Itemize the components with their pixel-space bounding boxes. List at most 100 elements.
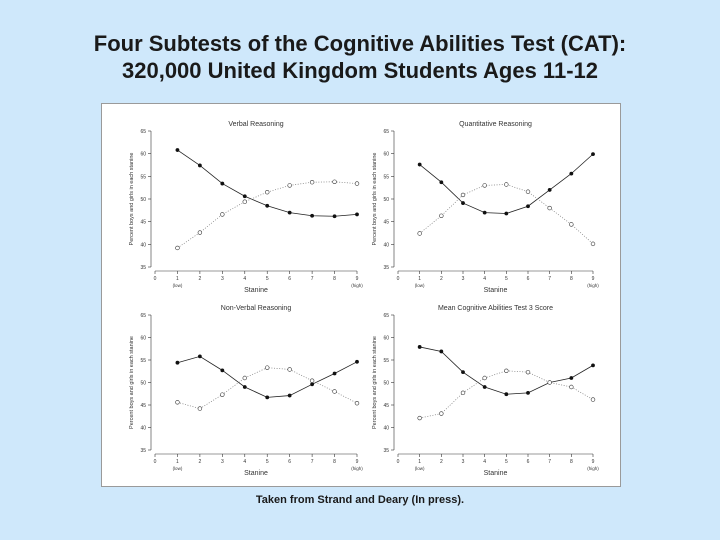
page-title: Four Subtests of the Cognitive Abilities… — [0, 30, 720, 84]
x-tick-label: 2 — [440, 459, 443, 465]
data-point — [242, 375, 247, 381]
y-tick-label: 45 — [383, 403, 389, 409]
data-point — [525, 369, 531, 375]
x-tick-label: 3 — [221, 459, 224, 465]
data-point — [197, 163, 202, 168]
data-point — [220, 368, 225, 373]
x-tick-label: 4 — [243, 459, 246, 465]
data-point — [591, 152, 595, 157]
x-axis-label: Stanine — [484, 287, 508, 294]
data-point — [354, 401, 360, 406]
chart-panel-4: Mean Cognitive Abilities Test 3 Score354… — [372, 305, 599, 477]
data-point — [332, 371, 337, 376]
data-point — [526, 390, 530, 395]
data-point — [460, 192, 466, 198]
y-tick-label: 60 — [383, 152, 389, 158]
x-tick-label: 9 — [592, 276, 595, 282]
data-point — [197, 354, 202, 359]
data-point — [355, 359, 359, 364]
y-tick-label: 35 — [140, 448, 146, 454]
y-tick-label: 65 — [383, 313, 389, 319]
data-point — [309, 378, 315, 383]
series-line-open — [419, 370, 594, 419]
x-tick-label: 7 — [311, 276, 314, 282]
data-point — [482, 183, 487, 188]
x-tick-label: 3 — [462, 459, 465, 465]
data-point — [332, 389, 337, 394]
chart-title: Non-Verbal Reasoning — [221, 305, 292, 312]
y-tick-label: 45 — [140, 403, 146, 409]
x-tick-label: 8 — [333, 276, 336, 282]
data-point — [569, 222, 574, 227]
data-point — [482, 385, 487, 389]
y-tick-label: 65 — [383, 129, 389, 135]
y-axis-label: Percent boys and girls in each stanine — [129, 336, 135, 429]
x-tick-label: 5 — [505, 276, 508, 282]
x-tick-sublabel: (low) — [173, 466, 183, 471]
x-tick-label: 9 — [356, 276, 359, 282]
data-point — [482, 375, 487, 381]
x-tick-label: 8 — [570, 276, 573, 282]
y-tick-label: 35 — [140, 265, 146, 271]
y-tick-label: 35 — [383, 448, 389, 454]
x-tick-label: 6 — [527, 459, 530, 465]
data-point — [265, 189, 270, 195]
data-point — [287, 367, 292, 372]
x-tick-label: 2 — [198, 276, 201, 282]
x-tick-sublabel: (low) — [415, 466, 425, 471]
data-point — [197, 230, 203, 235]
data-point — [569, 171, 574, 176]
x-tick-label: 1 — [418, 276, 421, 282]
data-point — [504, 182, 509, 187]
data-point — [265, 365, 270, 370]
y-tick-label: 35 — [383, 265, 389, 271]
data-point — [547, 205, 552, 211]
data-point — [482, 210, 487, 215]
y-tick-label: 45 — [140, 220, 146, 226]
data-point — [310, 213, 315, 218]
data-point — [220, 392, 225, 397]
y-tick-label: 55 — [383, 358, 389, 364]
data-point — [287, 210, 292, 215]
x-tick-label: 0 — [397, 276, 400, 282]
x-tick-label: 0 — [154, 459, 157, 465]
x-axis-label: Stanine — [484, 470, 508, 477]
caption: Taken from Strand and Deary (In press). — [255, 494, 465, 506]
y-tick-label: 40 — [383, 426, 389, 432]
data-point — [525, 189, 531, 194]
x-tick-label: 9 — [592, 459, 595, 465]
data-point — [265, 395, 270, 400]
x-tick-label: 5 — [266, 459, 269, 465]
chart-figure: Verbal Reasoning 35 40 45 50 55 60 65 0 1 (low) 2 3 4… — [101, 103, 621, 487]
x-tick-label: 2 — [440, 276, 443, 282]
x-tick-label: 2 — [198, 459, 201, 465]
y-tick-label: 40 — [383, 242, 389, 248]
data-point — [417, 231, 422, 236]
y-tick-label: 50 — [140, 197, 146, 203]
x-tick-label: 6 — [527, 276, 530, 282]
x-axis-label: Stanine — [244, 287, 268, 294]
data-point — [220, 212, 225, 217]
data-point — [591, 363, 595, 368]
x-tick-label: 7 — [548, 459, 551, 465]
data-point — [417, 162, 422, 167]
x-tick-sublabel: (high) — [351, 283, 363, 288]
data-point — [175, 360, 180, 365]
x-tick-label: 3 — [221, 276, 224, 282]
series-line-open — [177, 181, 358, 249]
y-axis-label: Percent boys and girls in each stanine — [372, 336, 378, 429]
y-tick-label: 65 — [140, 313, 146, 319]
data-point — [590, 241, 596, 247]
data-point — [439, 213, 444, 218]
data-point — [175, 400, 180, 405]
y-tick-label: 55 — [140, 358, 146, 364]
x-tick-label: 4 — [483, 276, 486, 282]
y-axis-label: Percent boys and girls in each stanine — [372, 153, 378, 246]
series-line-filled — [177, 355, 358, 398]
data-point — [569, 376, 574, 380]
x-tick-label: 3 — [462, 276, 465, 282]
data-point — [309, 180, 315, 185]
data-point — [197, 406, 203, 411]
